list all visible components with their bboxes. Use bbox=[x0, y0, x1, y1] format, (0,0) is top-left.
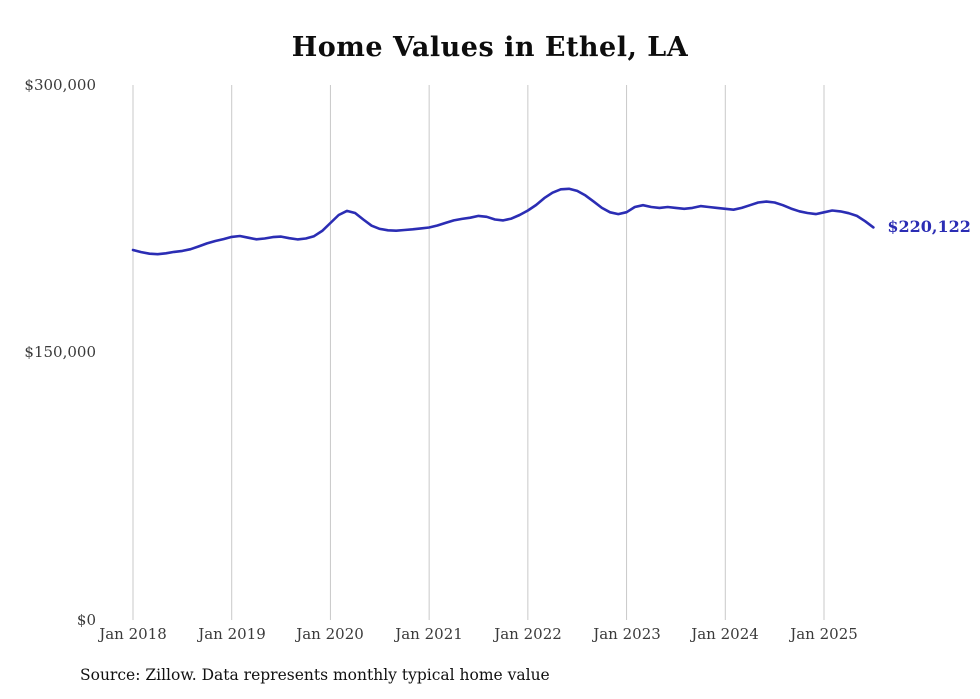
x-axis-tick-2019: Jan 2019 bbox=[198, 625, 266, 643]
home-value-line bbox=[131, 187, 875, 256]
source-note: Source: Zillow. Data represents monthly … bbox=[80, 666, 550, 684]
x-axis-tick-2021: Jan 2021 bbox=[395, 625, 463, 643]
x-axis-tick-2023: Jan 2023 bbox=[593, 625, 661, 643]
current-value-label: $220,122 bbox=[887, 217, 971, 237]
y-axis-tick-0: $0 bbox=[76, 611, 96, 629]
x-axis-tick-2025: Jan 2025 bbox=[790, 625, 858, 643]
x-axis-tick-2018: Jan 2018 bbox=[99, 625, 167, 643]
y-axis-tick-150000: $150,000 bbox=[24, 343, 96, 361]
chart-title: Home Values in Ethel, LA bbox=[291, 32, 689, 63]
x-axis-tick-2024: Jan 2024 bbox=[691, 625, 759, 643]
y-axis-tick-300000: $300,000 bbox=[24, 76, 96, 94]
x-axis-tick-2020: Jan 2020 bbox=[296, 625, 364, 643]
x-axis-tick-2022: Jan 2022 bbox=[494, 625, 562, 643]
